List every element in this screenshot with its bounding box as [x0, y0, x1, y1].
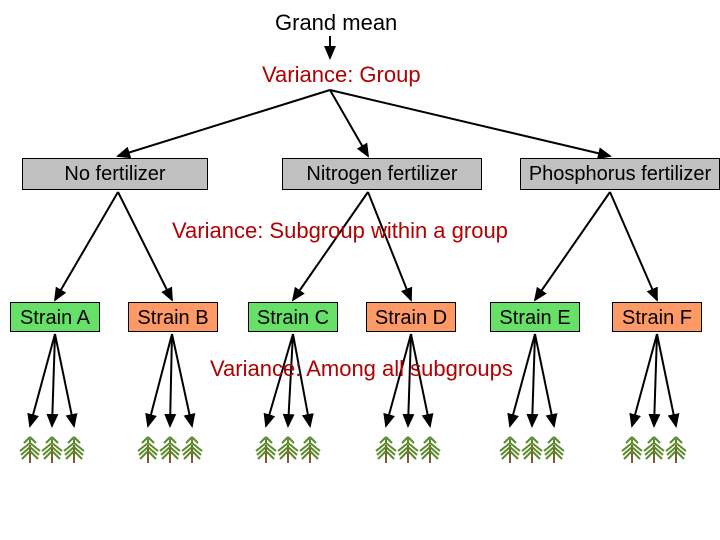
group-phosphorus: Phosphorus fertilizer: [520, 158, 720, 190]
group-label: Nitrogen fertilizer: [306, 163, 457, 185]
strain-label: Strain D: [375, 307, 447, 329]
group-no-fertilizer: No fertilizer: [22, 158, 208, 190]
strain-e: Strain E: [490, 302, 580, 332]
strain-f: Strain F: [612, 302, 702, 332]
variance-subgroup-label: Variance: Subgroup within a group: [172, 218, 508, 244]
group-label: No fertilizer: [64, 163, 165, 185]
strain-label: Strain F: [622, 307, 692, 329]
strain-b: Strain B: [128, 302, 218, 332]
group-nitrogen: Nitrogen fertilizer: [282, 158, 482, 190]
variance-among-label: Variance: Among all subgroups: [210, 356, 513, 382]
strain-label: Strain C: [257, 307, 329, 329]
strain-d: Strain D: [366, 302, 456, 332]
variance-group-label: Variance: Group: [262, 62, 421, 88]
strain-label: Strain E: [499, 307, 570, 329]
strain-c: Strain C: [248, 302, 338, 332]
strain-a: Strain A: [10, 302, 100, 332]
group-label: Phosphorus fertilizer: [529, 163, 711, 185]
grand-mean-label: Grand mean: [275, 10, 397, 36]
strain-label: Strain A: [20, 307, 90, 329]
strain-label: Strain B: [137, 307, 208, 329]
